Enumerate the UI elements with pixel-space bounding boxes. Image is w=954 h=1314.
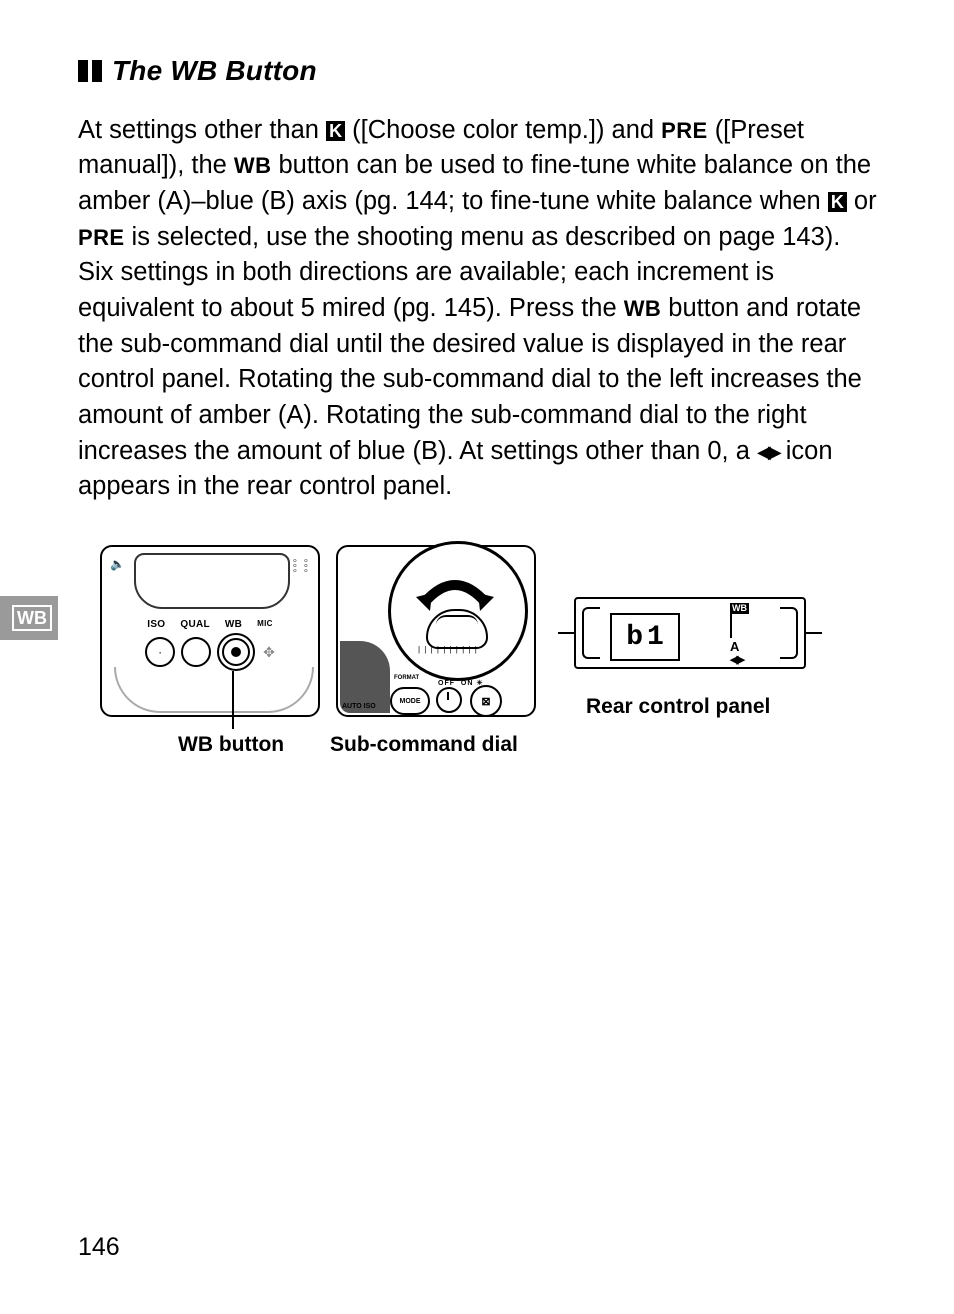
qual-label: QUAL bbox=[180, 619, 210, 630]
panel-arc bbox=[114, 667, 314, 713]
heading-title: The WB Button bbox=[112, 55, 317, 87]
heading-bars-icon bbox=[78, 60, 102, 82]
iso-label: ISO bbox=[147, 619, 165, 630]
section-heading: The WB Button bbox=[78, 55, 882, 87]
segment-display: b 1 bbox=[610, 613, 680, 661]
lcd-bracket-icon bbox=[582, 607, 600, 659]
wb-button-label: WB bbox=[225, 619, 242, 630]
ev-button: ⊠ bbox=[470, 685, 502, 717]
figure-wb-caption: WB button bbox=[178, 733, 284, 757]
segment-char: 1 bbox=[647, 622, 664, 653]
figure-dial-caption: Sub-command dial bbox=[330, 733, 518, 757]
pre-label: PRE bbox=[78, 225, 124, 250]
format-label: FORMAT bbox=[394, 675, 419, 681]
auto-iso-label: AUTO ISO bbox=[342, 703, 376, 710]
wb-label: WB bbox=[234, 153, 271, 178]
wb-label: WB bbox=[624, 296, 661, 321]
power-ring-icon bbox=[436, 687, 462, 713]
dpad-icon: ✥ bbox=[263, 644, 275, 661]
manual-page: The WB Button At settings other than K (… bbox=[0, 0, 954, 1314]
text: or bbox=[854, 187, 877, 215]
grip-dots-icon: ∘ ∘∘ ∘∘ ∘ bbox=[292, 559, 310, 574]
text: ([Choose color temp.]) and bbox=[352, 116, 661, 144]
mic-label: MIC bbox=[257, 619, 273, 630]
k-icon: K bbox=[828, 192, 847, 212]
left-right-icon: ◀▶ bbox=[730, 653, 770, 666]
page-number: 146 bbox=[78, 1233, 120, 1262]
wb-a-label: A bbox=[730, 640, 770, 653]
left-right-icon: ◀▶ bbox=[757, 440, 779, 465]
figure-wb-button: 🔈 ∘ ∘∘ ∘∘ ∘ ISO QUAL WB MIC · ✥ bbox=[100, 545, 320, 717]
mode-button: MODE bbox=[390, 687, 430, 715]
wb-tag: WB bbox=[730, 603, 749, 614]
tick-line bbox=[558, 632, 576, 634]
body-paragraph: At settings other than K ([Choose color … bbox=[78, 113, 882, 506]
dial-ridges-icon: | | | | | | | | | | bbox=[418, 645, 478, 654]
iso-button: · bbox=[145, 637, 175, 667]
figure-rear-panel-caption: Rear control panel bbox=[586, 695, 770, 719]
qual-button bbox=[181, 637, 211, 667]
segment-char: b bbox=[626, 622, 643, 653]
rotate-arrow-icon bbox=[412, 573, 498, 613]
top-lcd bbox=[134, 553, 290, 609]
figures-row: 🔈 ∘ ∘∘ ∘∘ ∘ ISO QUAL WB MIC · ✥ WB butto… bbox=[78, 545, 882, 765]
k-icon: K bbox=[326, 121, 345, 141]
button-labels: ISO QUAL WB MIC bbox=[102, 619, 318, 630]
text: At settings other than bbox=[78, 116, 326, 144]
wb-indicator: WB A ◀▶ bbox=[730, 603, 770, 666]
figure-sub-command-dial: | | | | | | | | | | FORMAT OFF ON ☀ MODE… bbox=[336, 545, 536, 717]
leader-line bbox=[232, 671, 234, 729]
wb-tab-badge: WB bbox=[12, 605, 52, 631]
section-tab: WB bbox=[0, 596, 58, 640]
figure-rear-control-panel: b 1 WB A ◀▶ bbox=[574, 597, 806, 669]
button-row: · ✥ bbox=[102, 633, 318, 671]
tick-line bbox=[804, 632, 822, 634]
speaker-icon: 🔈 bbox=[110, 557, 125, 571]
indicator-bar bbox=[730, 614, 732, 638]
lcd-bracket-icon bbox=[780, 607, 798, 659]
pre-label: PRE bbox=[661, 118, 707, 143]
wb-button-highlight bbox=[217, 633, 255, 671]
